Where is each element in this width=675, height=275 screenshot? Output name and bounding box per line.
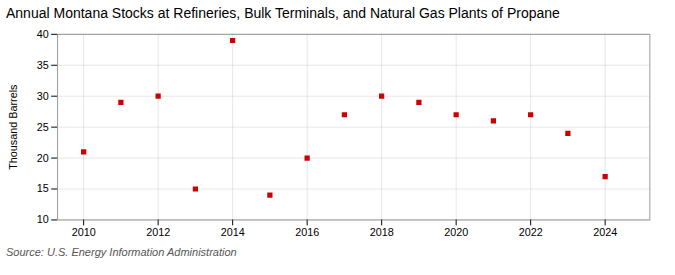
- svg-text:25: 25: [37, 121, 49, 133]
- html-text:Source: U.S. Energy Informatio: Source: U.S. Energy Information Administ…: [6, 246, 237, 258]
- svg-text:15: 15: [37, 182, 49, 194]
- svg-text:10: 10: [37, 213, 49, 225]
- svg-text:2020: 2020: [444, 226, 468, 238]
- svg-text:2024: 2024: [593, 226, 617, 238]
- svg-text:30: 30: [37, 90, 49, 102]
- svg-text:2022: 2022: [519, 226, 543, 238]
- svg-text:40: 40: [37, 28, 49, 40]
- svg-text:20: 20: [37, 152, 49, 164]
- svg-text:2010: 2010: [72, 226, 96, 238]
- svg-text:35: 35: [37, 59, 49, 71]
- svg-text:2018: 2018: [370, 226, 394, 238]
- svg-text:Thousand Barrels: Thousand Barrels: [7, 84, 19, 170]
- svg-text:2012: 2012: [146, 226, 170, 238]
- html-text:Annual Montana Stocks at Refin: Annual Montana Stocks at Refineries, Bul…: [6, 5, 560, 21]
- svg-text:2016: 2016: [295, 226, 319, 238]
- svg-text:2014: 2014: [221, 226, 245, 238]
